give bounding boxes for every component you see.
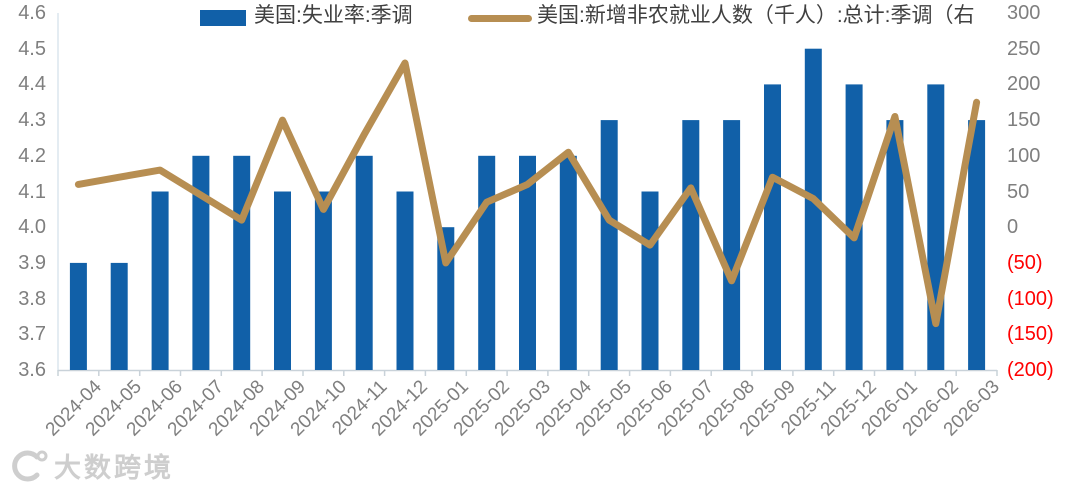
watermark: 大数跨境 bbox=[8, 446, 174, 485]
right-axis-tick: 200 bbox=[1007, 73, 1041, 96]
right-axis-tick: 250 bbox=[1007, 37, 1041, 60]
left-axis-tick: 4.5 bbox=[18, 37, 46, 60]
bar-2025-09 bbox=[764, 84, 781, 371]
bar-2024-05 bbox=[110, 262, 128, 370]
left-axis-tick: 4.1 bbox=[18, 180, 46, 203]
right-axis-tick: 300 bbox=[1007, 2, 1041, 24]
bar-2025-08 bbox=[723, 120, 741, 370]
legend-label-unemployment: 美国:失业率:季调 bbox=[254, 4, 413, 27]
bar-2025-05 bbox=[600, 120, 618, 370]
left-axis-tick: 3.6 bbox=[18, 359, 46, 381]
right-axis-tick: 150 bbox=[1007, 109, 1041, 132]
watermark-logo-icon bbox=[12, 450, 48, 481]
bar-2025-04 bbox=[559, 155, 577, 370]
legend-label-payrolls: 美国:新增非农就业人数（千人）:总计:季调（右 bbox=[537, 4, 975, 27]
left-axis-tick: 4.2 bbox=[18, 144, 46, 167]
bar-2024-10 bbox=[314, 191, 332, 370]
legend-bar-swatch bbox=[200, 10, 246, 26]
right-axis-tick: 50 bbox=[1007, 180, 1030, 203]
bar-2024-04 bbox=[69, 262, 87, 370]
bar-2026-03 bbox=[968, 120, 986, 370]
bar-2024-08 bbox=[233, 155, 251, 370]
bar-2024-09 bbox=[274, 191, 291, 370]
left-axis-tick: 4.3 bbox=[18, 109, 46, 132]
bar-2025-01 bbox=[437, 227, 455, 370]
bar-2024-06 bbox=[151, 191, 169, 370]
bar-2024-07 bbox=[192, 155, 210, 370]
left-axis-tick: 4.6 bbox=[18, 2, 46, 24]
legend-line-swatch bbox=[468, 15, 532, 22]
right-axis-tick: (150) bbox=[1007, 323, 1054, 346]
right-axis-tick: (200) bbox=[1007, 359, 1054, 381]
bar-2025-11 bbox=[804, 48, 822, 370]
left-axis-tick: 3.8 bbox=[18, 287, 46, 310]
bar-2025-02 bbox=[478, 155, 496, 370]
bar-2026-01 bbox=[886, 120, 904, 370]
right-axis-tick: (50) bbox=[1007, 251, 1043, 274]
watermark-text: 大数跨境 bbox=[54, 453, 174, 483]
left-axis-tick: 4.0 bbox=[18, 216, 46, 239]
bar-2024-12 bbox=[396, 191, 414, 370]
bar-2025-03 bbox=[519, 155, 536, 370]
right-axis-tick: 100 bbox=[1007, 144, 1041, 167]
right-axis-tick: 0 bbox=[1007, 216, 1019, 239]
right-axis-tick: (100) bbox=[1007, 287, 1054, 310]
bar-2025-07 bbox=[682, 120, 700, 370]
left-axis-tick: 4.4 bbox=[18, 73, 46, 96]
bar-2025-06 bbox=[641, 191, 659, 370]
bar-2026-02 bbox=[927, 84, 945, 371]
left-axis-tick: 3.9 bbox=[18, 251, 46, 274]
bar-2024-11 bbox=[355, 155, 373, 370]
left-axis-tick: 3.7 bbox=[18, 323, 46, 346]
payrolls-line bbox=[74, 59, 981, 328]
